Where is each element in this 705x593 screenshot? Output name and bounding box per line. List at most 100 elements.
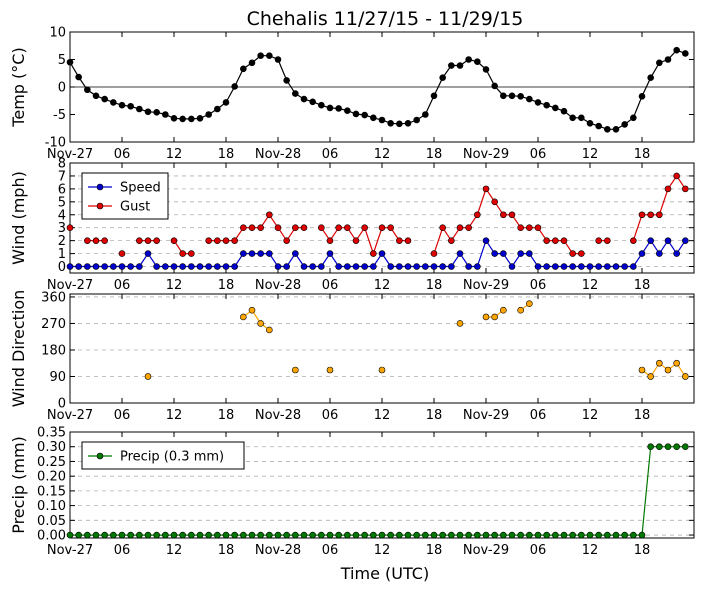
- data-point: [647, 443, 654, 451]
- data-point: [335, 531, 342, 539]
- data-point: [144, 250, 152, 257]
- data-point: [101, 263, 108, 270]
- data-point: [517, 250, 524, 257]
- data-point: [526, 95, 533, 103]
- data-point: [292, 250, 299, 257]
- data-point: [196, 115, 204, 122]
- data-point: [144, 531, 152, 539]
- data-point: [621, 121, 628, 128]
- data-point: [110, 99, 117, 106]
- data-point: [344, 224, 351, 232]
- data-point: [344, 531, 351, 539]
- data-point: [240, 250, 247, 257]
- data-point: [66, 58, 74, 66]
- data-point: [248, 224, 256, 232]
- data-point: [482, 185, 490, 193]
- data-point: [500, 211, 507, 219]
- data-point: [222, 237, 230, 244]
- y-tick-label: 0.25: [37, 455, 66, 470]
- data-point: [326, 237, 334, 244]
- data-point: [491, 250, 498, 257]
- data-point: [335, 224, 342, 232]
- y-tick-label: 5: [58, 53, 66, 68]
- data-point: [560, 107, 568, 115]
- data-point: [396, 120, 403, 128]
- data-point: [231, 531, 238, 539]
- data-point: [595, 531, 602, 539]
- data-point: [630, 531, 637, 539]
- data-point: [482, 313, 490, 321]
- x-tick-label: 06: [114, 408, 131, 423]
- data-point: [508, 531, 516, 539]
- data-point: [205, 237, 212, 244]
- series-wind-0: [66, 237, 689, 270]
- data-point: [66, 531, 74, 539]
- x-tick-label: 12: [582, 147, 599, 162]
- data-point: [569, 531, 576, 539]
- data-point: [491, 82, 498, 90]
- data-point: [266, 326, 273, 334]
- data-point: [500, 92, 507, 100]
- data-point: [517, 224, 524, 232]
- data-point: [257, 52, 264, 59]
- data-point: [344, 107, 351, 114]
- data-point: [188, 115, 195, 123]
- data-point: [205, 263, 212, 270]
- x-tick-label: Nov-27: [47, 147, 93, 162]
- x-tick-label: 06: [114, 147, 131, 162]
- data-point: [543, 101, 550, 109]
- data-point: [612, 263, 620, 270]
- panel-precip: 0.000.050.100.150.200.250.300.35 Nov-27 06…: [9, 426, 695, 558]
- data-point: [526, 250, 533, 257]
- data-point: [300, 531, 308, 539]
- data-point: [214, 531, 221, 539]
- data-point: [84, 263, 91, 270]
- legend-label: Speed: [120, 181, 161, 196]
- data-point: [647, 74, 654, 81]
- data-point: [75, 73, 82, 81]
- data-point: [162, 531, 169, 539]
- data-point: [456, 320, 464, 327]
- data-point: [318, 101, 325, 109]
- data-point: [110, 531, 117, 539]
- data-point: [84, 86, 91, 94]
- y-tick-label: 180: [41, 343, 66, 358]
- x-tick-label: 18: [634, 408, 651, 423]
- data-point: [682, 185, 689, 193]
- data-point: [214, 105, 221, 113]
- data-point: [664, 366, 672, 374]
- data-point: [274, 263, 282, 270]
- data-point: [630, 114, 637, 122]
- data-point: [283, 237, 290, 244]
- data-point: [153, 531, 160, 539]
- y-tick-label: 0.00: [37, 529, 66, 544]
- data-point: [136, 263, 143, 270]
- data-point: [630, 237, 637, 244]
- series-line: [69, 49, 686, 130]
- data-point: [66, 263, 74, 270]
- x-tick-label: 18: [218, 408, 235, 423]
- data-point: [474, 531, 481, 539]
- y-axis-label: Temp (°C): [9, 47, 28, 127]
- data-point: [75, 531, 82, 539]
- data-point: [465, 263, 472, 270]
- data-point: [595, 263, 602, 270]
- data-point: [144, 237, 152, 244]
- data-point: [465, 56, 472, 63]
- data-point: [266, 211, 273, 219]
- data-point: [387, 263, 394, 270]
- x-tick-label: 18: [218, 278, 235, 293]
- data-point: [560, 237, 568, 244]
- x-tick-label: 12: [582, 408, 599, 423]
- data-point: [673, 443, 680, 451]
- data-point: [222, 531, 230, 539]
- data-point: [274, 531, 282, 539]
- data-point: [84, 237, 91, 244]
- data-point: [508, 92, 516, 100]
- data-point: [118, 250, 126, 257]
- data-point: [196, 263, 204, 270]
- data-point: [595, 237, 602, 244]
- y-tick-label: 3: [58, 221, 66, 236]
- data-point: [560, 531, 568, 539]
- x-tick-label: Nov-29: [463, 408, 509, 423]
